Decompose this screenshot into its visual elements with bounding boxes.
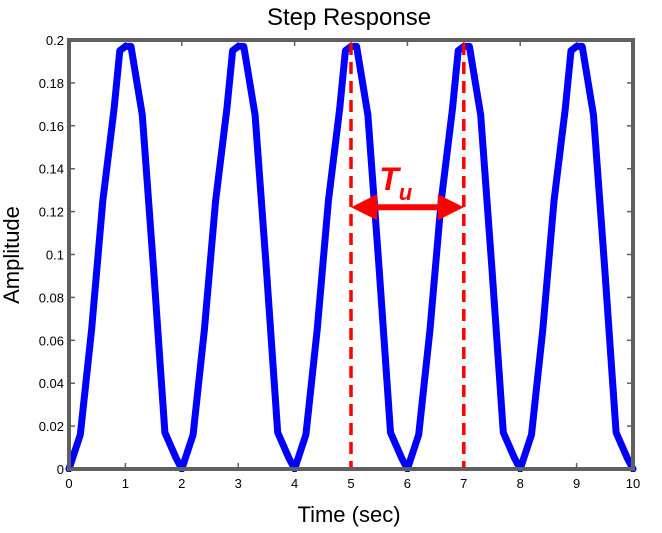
- y-tick-label: 0.04: [39, 376, 64, 391]
- x-tick-label: 6: [404, 476, 411, 491]
- x-tick-label: 9: [573, 476, 580, 491]
- y-tick-label: 0.2: [46, 33, 64, 48]
- tu-annotation: Tu: [349, 43, 466, 469]
- y-tick-label: 0.12: [39, 205, 64, 220]
- x-tick-label: 2: [178, 476, 185, 491]
- x-tick-label: 7: [460, 476, 467, 491]
- tu-label: Tu: [379, 161, 413, 205]
- period-arrow-head-left: [351, 194, 377, 221]
- y-tick-label: 0.06: [39, 333, 64, 348]
- x-tick-label: 10: [626, 476, 640, 491]
- tu-label-subscript: u: [399, 180, 413, 205]
- tu-label-main: T: [379, 161, 401, 197]
- y-axis-ticks: 0 0.02 0.04 0.06 0.08 0.1 0.12 0.14 0.16 0.18 0.2: [39, 33, 633, 477]
- y-tick-label: 0.14: [39, 162, 64, 177]
- y-tick-label: 0.18: [39, 76, 64, 91]
- chart-title: Step Response: [267, 4, 431, 31]
- x-tick-label: 0: [65, 476, 72, 491]
- x-tick-label: 5: [347, 476, 354, 491]
- y-axis-label: Amplitude: [0, 206, 24, 304]
- y-tick-label: 0: [57, 462, 64, 477]
- y-tick-label: 0.02: [39, 419, 64, 434]
- y-tick-label: 0.08: [39, 290, 64, 305]
- x-tick-label: 1: [122, 476, 129, 491]
- x-axis-label: Time (sec): [297, 502, 400, 527]
- x-tick-label: 3: [235, 476, 242, 491]
- period-arrow-head-right: [437, 194, 464, 221]
- y-tick-label: 0.16: [39, 119, 64, 134]
- plot-frame: [67, 38, 635, 471]
- y-tick-label: 0.1: [46, 248, 64, 263]
- x-tick-label: 4: [291, 476, 298, 491]
- x-tick-label: 8: [517, 476, 524, 491]
